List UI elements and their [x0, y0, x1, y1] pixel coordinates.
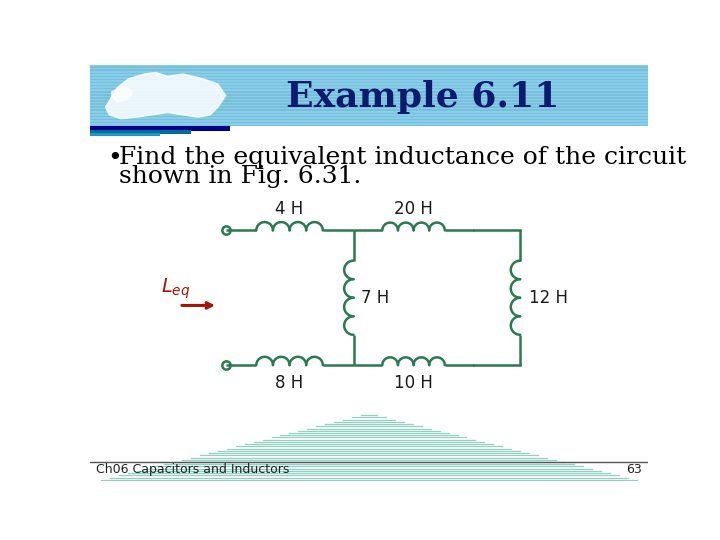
Bar [90, 66, 648, 68]
Polygon shape [106, 72, 225, 119]
Bar [90, 92, 648, 94]
Text: 63: 63 [626, 463, 642, 476]
Bar [90, 99, 648, 100]
Bar [90, 110, 648, 111]
Text: 4 H: 4 H [276, 200, 304, 218]
Text: Find the equivalent inductance of the circuit: Find the equivalent inductance of the ci… [120, 146, 687, 168]
Bar [90, 72, 648, 74]
Text: shown in Fig. 6.31.: shown in Fig. 6.31. [120, 165, 362, 188]
Bar [90, 76, 648, 77]
Bar [90, 91, 648, 92]
Bar [90, 130, 191, 134]
Polygon shape [112, 86, 132, 102]
Bar [90, 79, 648, 80]
Bar [90, 125, 648, 126]
Bar [90, 122, 648, 123]
Bar [90, 88, 648, 90]
Bar [90, 117, 648, 119]
Bar [90, 103, 648, 105]
Bar [90, 65, 648, 66]
Text: 8 H: 8 H [276, 374, 304, 393]
Bar [90, 105, 648, 106]
Text: •: • [107, 146, 122, 170]
Text: 20 H: 20 H [394, 200, 433, 218]
Text: 7 H: 7 H [361, 289, 390, 307]
Bar [90, 102, 648, 103]
Bar [90, 120, 648, 122]
Bar [90, 114, 648, 116]
Bar [90, 90, 648, 91]
Bar [90, 97, 648, 99]
Bar [90, 94, 648, 96]
Text: Ch06 Capacitors and Inductors: Ch06 Capacitors and Inductors [96, 463, 289, 476]
Bar [90, 80, 648, 82]
Bar [90, 100, 648, 102]
Text: Example 6.11: Example 6.11 [287, 80, 560, 114]
Bar [90, 116, 648, 117]
Bar [90, 119, 648, 120]
Bar [90, 138, 648, 481]
Text: $L_{eq}$: $L_{eq}$ [161, 276, 190, 301]
Bar [90, 133, 160, 137]
Bar [90, 86, 648, 88]
Bar [90, 108, 648, 110]
Bar [90, 74, 648, 76]
Bar [90, 85, 648, 86]
Text: 12 H: 12 H [529, 289, 568, 307]
Bar [90, 126, 230, 131]
Bar [90, 77, 648, 79]
Bar [90, 111, 648, 112]
Bar [90, 83, 648, 85]
Bar [90, 71, 648, 72]
Bar [90, 82, 648, 83]
Bar [90, 123, 648, 125]
Text: 10 H: 10 H [394, 374, 433, 393]
Bar [90, 96, 648, 97]
Bar [90, 68, 648, 70]
Bar [90, 112, 648, 114]
Bar [90, 70, 648, 71]
Bar [90, 106, 648, 108]
